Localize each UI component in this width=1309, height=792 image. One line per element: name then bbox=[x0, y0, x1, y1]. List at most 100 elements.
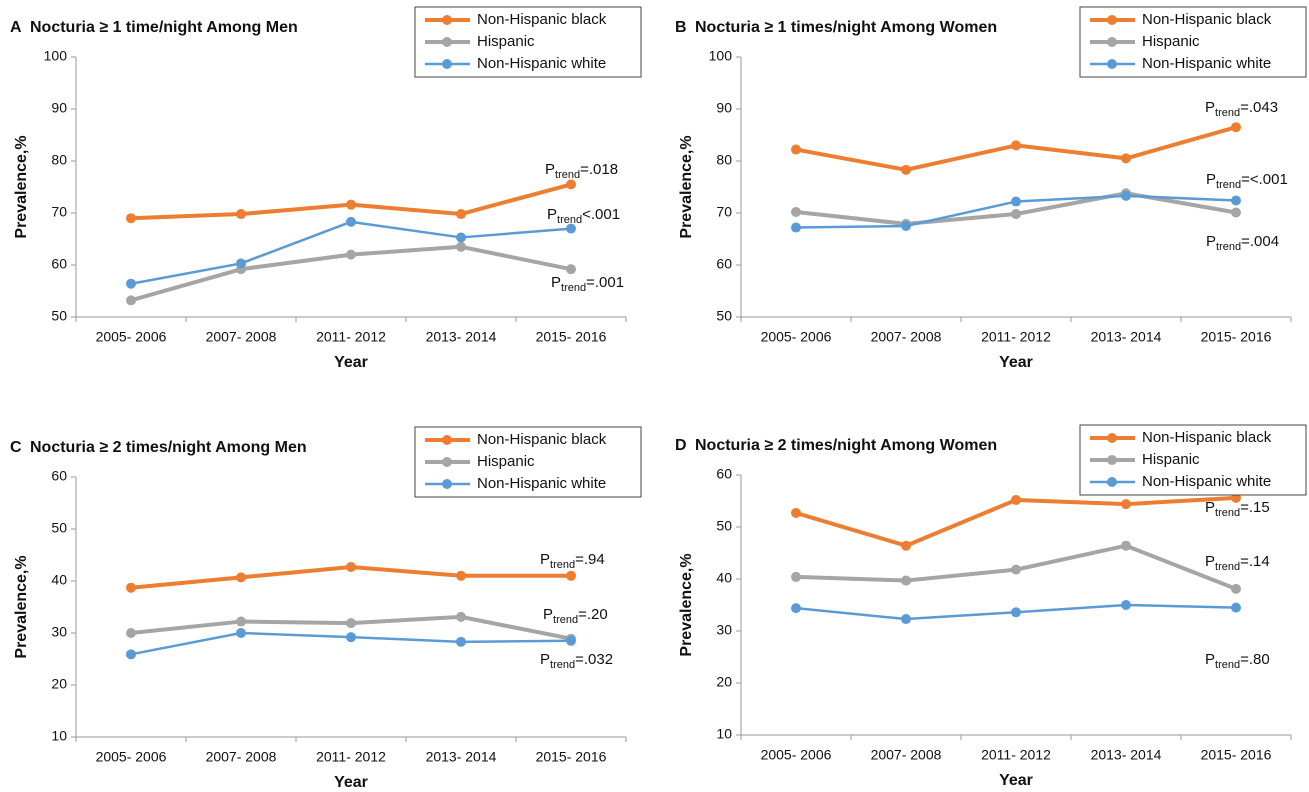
x-tick-label: 2015- 2016 bbox=[536, 329, 607, 345]
y-tick-label: 50 bbox=[51, 308, 67, 324]
p-subscript: trend bbox=[561, 282, 586, 294]
p-subscript: trend bbox=[1215, 107, 1240, 119]
p-trend: Ptrend=.20 bbox=[543, 606, 608, 626]
legend-label: Non-Hispanic black bbox=[477, 11, 607, 28]
legend-marker bbox=[442, 15, 452, 25]
p-subscript: trend bbox=[1216, 241, 1241, 253]
legend-label: Hispanic bbox=[477, 33, 535, 50]
p-symbol: P bbox=[1206, 171, 1216, 188]
x-axis-title: Year bbox=[334, 774, 368, 791]
p-trend: Ptrend<.001 bbox=[547, 206, 620, 226]
x-tick-label: 2007- 2008 bbox=[871, 329, 942, 345]
point bbox=[236, 258, 246, 269]
p-symbol: P bbox=[551, 274, 561, 291]
point bbox=[791, 144, 801, 155]
x-tick-label: 2011- 2012 bbox=[316, 749, 386, 765]
point bbox=[1231, 122, 1241, 133]
p-subscript: trend bbox=[550, 559, 575, 571]
p-value: =.94 bbox=[575, 551, 605, 568]
point bbox=[566, 223, 576, 234]
p-symbol: P bbox=[540, 651, 550, 668]
point bbox=[126, 278, 136, 289]
x-tick-label: 2007- 2008 bbox=[206, 749, 277, 765]
y-tick-label: 90 bbox=[51, 100, 67, 116]
y-tick-label: 10 bbox=[51, 728, 67, 744]
x-tick-label: 2011- 2012 bbox=[316, 329, 386, 345]
y-tick-label: 20 bbox=[51, 676, 67, 692]
series-line bbox=[795, 495, 1237, 548]
point bbox=[791, 603, 801, 614]
point bbox=[346, 199, 356, 210]
y-tick-label: 60 bbox=[716, 466, 732, 482]
x-tick-label: 2013- 2014 bbox=[426, 329, 497, 345]
point bbox=[791, 507, 801, 518]
x-tick-label: 2013- 2014 bbox=[1091, 329, 1162, 345]
legend-marker bbox=[442, 37, 452, 47]
point bbox=[791, 206, 801, 217]
point bbox=[236, 628, 246, 638]
y-axis-title: Prevalence,% bbox=[678, 553, 695, 656]
p-trend: Ptrend=.80 bbox=[1205, 651, 1270, 671]
point bbox=[1121, 190, 1131, 201]
p-trend: Ptrend=.15 bbox=[1205, 499, 1270, 519]
y-tick-label: 30 bbox=[716, 622, 732, 638]
point bbox=[126, 213, 136, 224]
y-tick-label: 50 bbox=[716, 518, 732, 534]
point bbox=[456, 611, 466, 622]
x-tick-label: 2005- 2006 bbox=[96, 329, 167, 345]
chart-title: Nocturia ≥ 1 time/night Among Men bbox=[30, 19, 298, 36]
point bbox=[566, 264, 576, 275]
point bbox=[346, 216, 356, 227]
panel: C Nocturia ≥ 2 times/night Among Men 10 20 3… bbox=[10, 426, 642, 791]
point bbox=[456, 241, 466, 252]
panel-label: B bbox=[675, 19, 687, 36]
y-tick-label: 80 bbox=[51, 152, 67, 168]
point bbox=[346, 249, 356, 260]
legend-label: Non-Hispanic black bbox=[1142, 11, 1272, 28]
point bbox=[456, 209, 466, 220]
point bbox=[901, 221, 911, 231]
p-trend: Ptrend=.94 bbox=[540, 551, 605, 571]
p-symbol: P bbox=[1206, 233, 1216, 250]
y-axis-title: Prevalence,% bbox=[678, 135, 695, 238]
p-subscript: trend bbox=[1215, 561, 1240, 573]
x-tick-label: 2005- 2006 bbox=[761, 747, 832, 763]
y-tick-label: 70 bbox=[716, 204, 732, 220]
y-tick-label: 40 bbox=[51, 572, 67, 588]
x-tick-label: 2015- 2016 bbox=[1201, 747, 1272, 763]
legend-label: Non-Hispanic white bbox=[1142, 473, 1271, 490]
p-value: =.032 bbox=[575, 651, 613, 668]
point bbox=[566, 635, 576, 646]
p-value: =.20 bbox=[578, 606, 608, 623]
point bbox=[1121, 540, 1131, 551]
legend-marker bbox=[1107, 477, 1117, 487]
legend-label: Non-Hispanic white bbox=[477, 475, 606, 492]
point bbox=[236, 572, 246, 583]
point bbox=[1231, 583, 1241, 594]
p-value: =.004 bbox=[1241, 233, 1279, 250]
p-value: =.15 bbox=[1240, 499, 1270, 516]
point bbox=[456, 570, 466, 581]
p-value: =.018 bbox=[580, 161, 618, 178]
chart-title: Nocturia ≥ 1 times/night Among Women bbox=[695, 19, 997, 36]
point bbox=[901, 540, 911, 551]
p-trend: Ptrend=<.001 bbox=[1206, 171, 1288, 191]
y-tick-label: 50 bbox=[51, 520, 67, 536]
point bbox=[1121, 499, 1131, 510]
x-tick-label: 2005- 2006 bbox=[96, 749, 167, 765]
legend-marker bbox=[1107, 15, 1117, 25]
p-symbol: P bbox=[547, 206, 557, 223]
p-subscript: trend bbox=[557, 214, 582, 226]
legend-label: Non-Hispanic white bbox=[1142, 55, 1271, 72]
legend-label: Hispanic bbox=[477, 453, 535, 470]
x-tick-label: 2013- 2014 bbox=[426, 749, 497, 765]
p-trend: Ptrend=.001 bbox=[551, 274, 624, 294]
p-trend: Ptrend=.043 bbox=[1205, 99, 1278, 119]
panel: D Nocturia ≥ 2 times/night Among Women 10 2… bbox=[675, 424, 1307, 789]
p-value: =.80 bbox=[1240, 651, 1270, 668]
x-tick-label: 2015- 2016 bbox=[1201, 329, 1272, 345]
p-value: =<.001 bbox=[1241, 171, 1288, 188]
chart-title: Nocturia ≥ 2 times/night Among Women bbox=[695, 437, 997, 454]
y-tick-label: 60 bbox=[716, 256, 732, 272]
